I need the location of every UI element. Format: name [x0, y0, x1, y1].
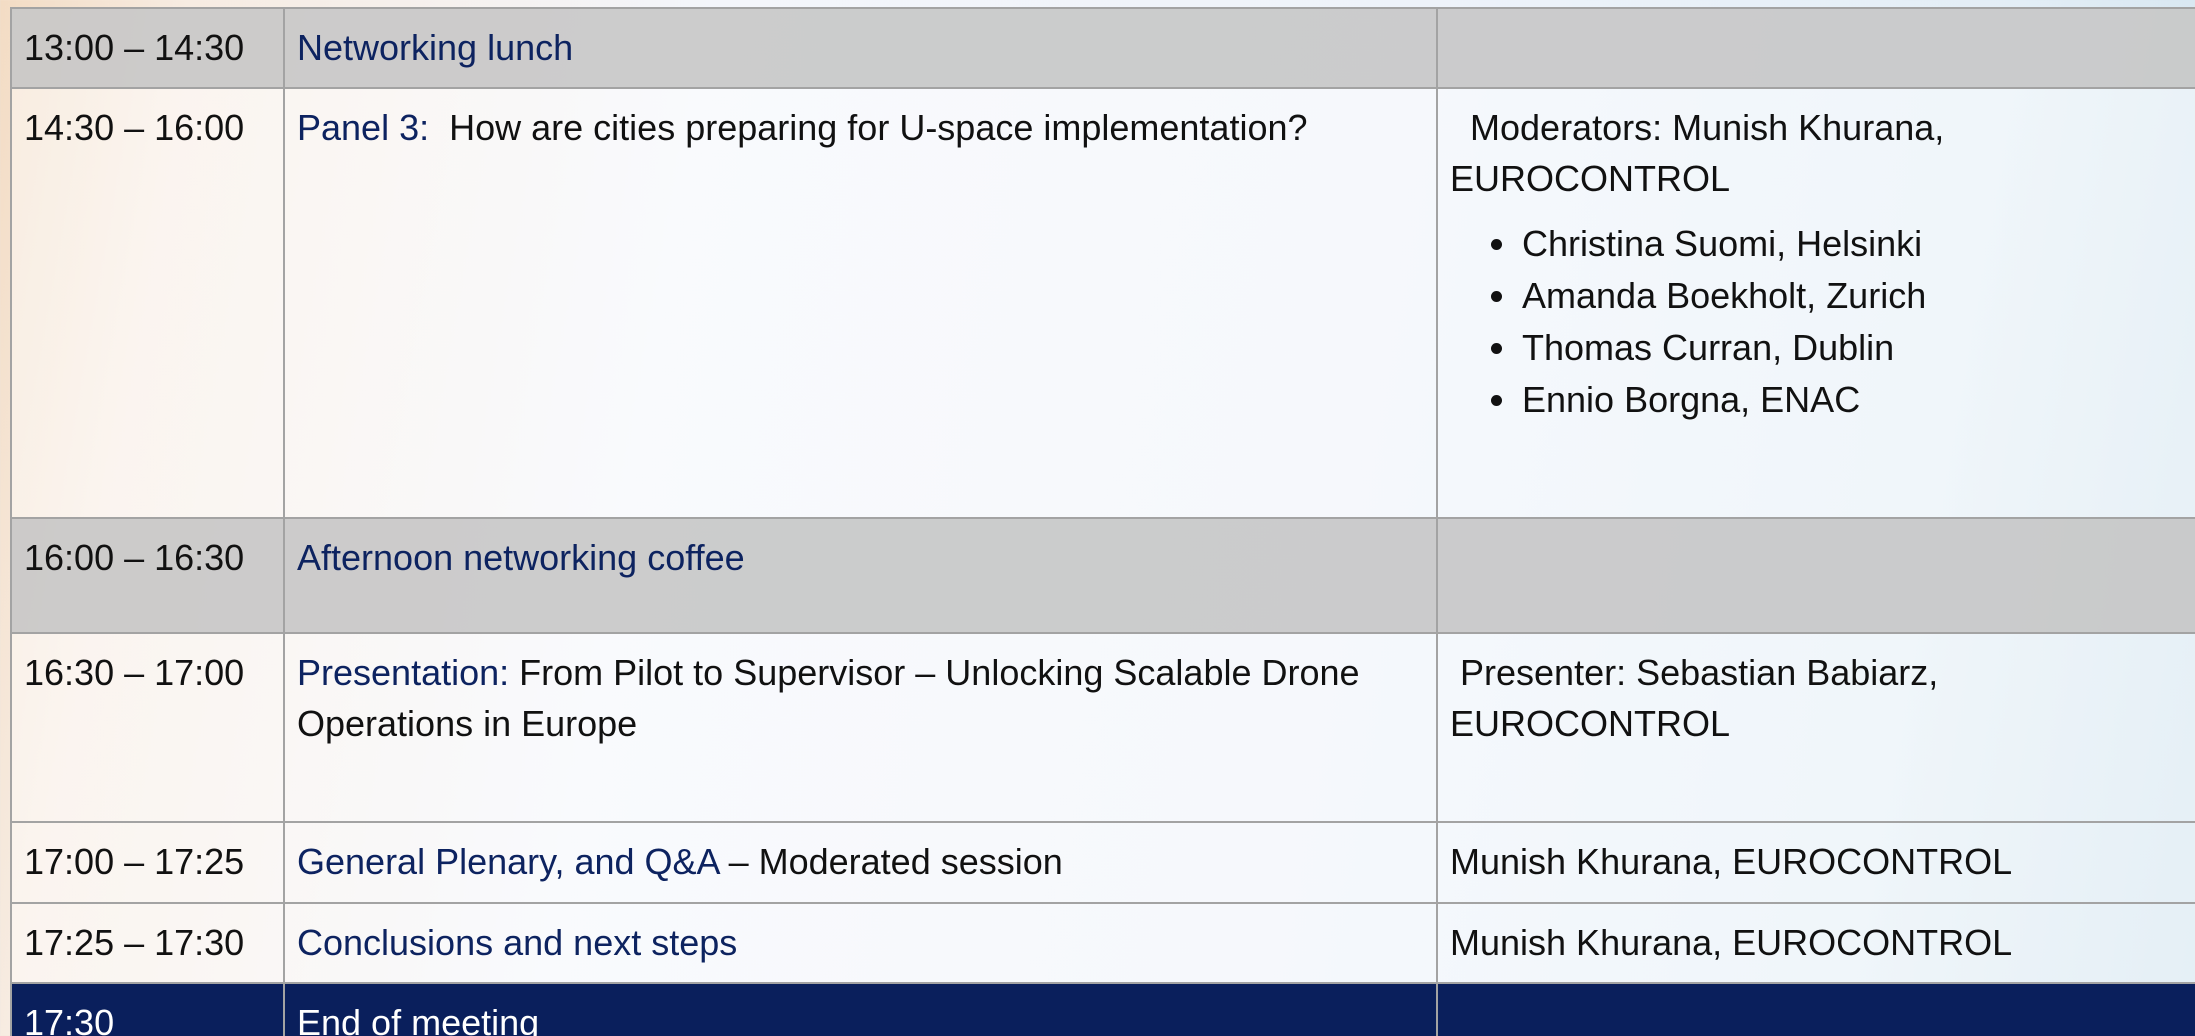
speaker: Munish Khurana, EUROCONTROL [1436, 901, 2195, 985]
panelist: Amanda Boekholt, Zurich [1520, 270, 2183, 322]
speaker [1436, 6, 2195, 90]
session-title: Panel 3: [297, 107, 430, 149]
agenda-row: 17:30 End of meeting [10, 982, 2195, 1036]
time: 17:25 – 17:30 [10, 901, 285, 985]
session-title: Networking lunch [297, 27, 574, 68]
speaker: Presenter: Sebastian Babiarz, EUROCONTRO… [1436, 632, 2195, 824]
agenda-row: 17:25 – 17:30 Conclusions and next steps… [10, 901, 2195, 985]
panelist-list: Christina Suomi, Helsinki Amanda Boekhol… [1450, 218, 2183, 426]
panelist: Ennio Borgna, ENAC [1520, 374, 2183, 426]
session: General Plenary, and Q&A – Moderated ses… [283, 821, 1438, 904]
time: 13:00 – 14:30 [10, 6, 285, 90]
panelist: Christina Suomi, Helsinki [1520, 218, 2183, 270]
session-title: Conclusions and next steps [297, 921, 738, 963]
session: Panel 3: How are cities preparing for U-… [283, 87, 1438, 520]
session: End of meeting [283, 982, 1438, 1036]
agenda-table: 13:00 – 14:30 Networking lunch 14:30 – 1… [10, 6, 2195, 1036]
agenda-row: 13:00 – 14:30 Networking lunch [10, 6, 2195, 90]
session: Networking lunch [283, 6, 1438, 90]
speaker: Munish Khurana, EUROCONTROL [1436, 821, 2195, 904]
agenda-row: 17:00 – 17:25 General Plenary, and Q&A –… [10, 821, 2195, 904]
speaker [1436, 517, 2195, 635]
panelist: Thomas Curran, Dublin [1520, 322, 2183, 374]
session-title: Afternoon networking coffee [297, 537, 745, 579]
session-title: Presentation: [297, 652, 510, 694]
session-text: – Moderated session [728, 841, 1063, 883]
time: 17:30 [10, 982, 285, 1036]
presenter: Presenter: Sebastian Babiarz, EUROCONTRO… [1450, 652, 1939, 744]
session-title: General Plenary, and Q&A [297, 841, 719, 883]
agenda-row: 16:00 – 16:30 Afternoon networking coffe… [10, 517, 2195, 635]
session-text: How are cities preparing for U-space imp… [449, 107, 1308, 149]
session: Conclusions and next steps [283, 901, 1438, 985]
session-title: End of meeting [297, 1002, 540, 1036]
time: 17:00 – 17:25 [10, 821, 285, 904]
time: 16:00 – 16:30 [10, 517, 285, 635]
session: Afternoon networking coffee [283, 517, 1438, 635]
agenda-row: 14:30 – 16:00 Panel 3: How are cities pr… [10, 87, 2195, 520]
time: 16:30 – 17:00 [10, 632, 285, 824]
speaker [1436, 982, 2195, 1036]
session: Presentation: From Pilot to Supervisor –… [283, 632, 1438, 824]
time: 14:30 – 16:00 [10, 87, 285, 520]
session-text: From Pilot to Supervisor – Unlocking Sca… [297, 652, 1360, 744]
agenda-row: 16:30 – 17:00 Presentation: From Pilot t… [10, 632, 2195, 824]
moderators: Moderators: Munish Khurana, EUROCONTROL [1450, 107, 1945, 199]
speaker: Moderators: Munish Khurana, EUROCONTROL … [1436, 87, 2195, 520]
